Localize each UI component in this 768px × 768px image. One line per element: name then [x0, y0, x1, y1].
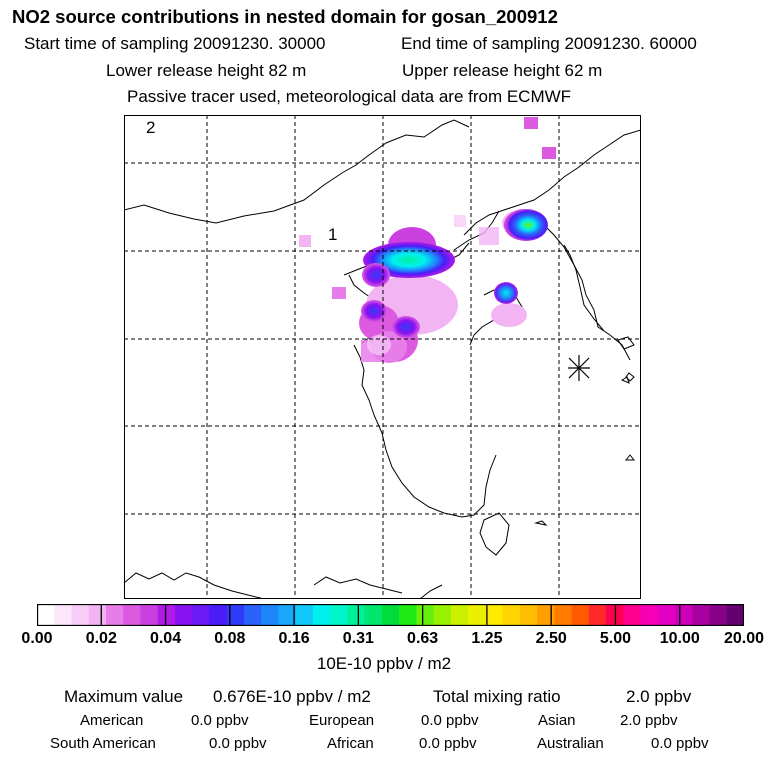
region-value: 2.0 ppbv: [620, 712, 678, 729]
region-value: 0.0 ppbv: [419, 735, 477, 752]
colorbar-swatch: [88, 604, 107, 626]
concentration-plumes: [299, 117, 556, 363]
colorbar-swatch: [157, 604, 176, 626]
colorbar-tick-label: 2.50: [535, 630, 567, 647]
colorbar-tick-label: 5.00: [599, 630, 632, 647]
colorbar-swatch: [347, 604, 366, 626]
colorbar-swatch: [105, 604, 124, 626]
colorbar-swatch: [726, 604, 744, 626]
end-time-label: End time of sampling 20091230. 60000: [401, 34, 697, 53]
colorbar-swatch: [571, 604, 590, 626]
colorbar-swatch: [433, 604, 452, 626]
colorbar-tick-label: 0.04: [149, 630, 182, 647]
colorbar-swatch: [657, 604, 676, 626]
upper-release-height: Upper release height 62 m: [402, 61, 603, 80]
colorbar-swatch: [399, 604, 417, 626]
colorbar-swatch: [123, 604, 142, 626]
colorbar-tick-label: 20.00: [723, 630, 765, 647]
domain-label-outer: 2: [146, 118, 155, 137]
map-frame: [124, 115, 641, 599]
colorbar-swatch: [450, 604, 469, 626]
colorbar-swatch: [226, 604, 245, 626]
colorbar-swatch: [261, 604, 280, 626]
tracer-note: Passive tracer used, meteorological data…: [127, 87, 572, 106]
lower-release-height: Lower release height 82 m: [106, 61, 307, 80]
region-value: 0.0 ppbv: [191, 712, 249, 729]
region-name: Australian: [537, 735, 604, 752]
colorbar-swatch: [192, 604, 211, 626]
region-name: Asian: [538, 712, 576, 729]
colorbar-swatch: [330, 604, 348, 626]
colorbar-swatch: [278, 604, 297, 626]
colorbar-swatch: [640, 604, 659, 626]
region-value: 0.0 ppbv: [209, 735, 267, 752]
colorbar-tick-label: 1.25: [471, 630, 503, 647]
total-mixing-value: 2.0 ppbv: [626, 687, 692, 706]
colorbar-swatch: [675, 604, 693, 626]
colorbar-swatch: [54, 604, 73, 626]
region-name: South American: [50, 735, 156, 752]
colorbar-swatch: [364, 604, 383, 626]
colorbar-swatch: [312, 604, 331, 626]
lat-lon-grid: [124, 115, 641, 599]
colorbar-tick-label: 0.31: [342, 630, 374, 647]
colorbar-swatch: [416, 604, 435, 626]
colorbar-tick-label: 0.08: [214, 630, 246, 647]
colorbar-swatch: [623, 604, 642, 626]
max-value: 0.676E-10 ppbv / m2: [213, 687, 371, 706]
colorbar-swatch: [71, 604, 90, 626]
domain-label-inner: 1: [328, 225, 337, 244]
colorbar-tick-label: 0.16: [278, 630, 310, 647]
colorbar-tick-label: 0.00: [21, 630, 53, 647]
colorbar-swatch: [519, 604, 538, 626]
colorbar-swatch: [588, 604, 607, 626]
colorbar-swatch: [468, 604, 486, 626]
colorbar-swatch: [381, 604, 400, 626]
start-time-label: Start time of sampling 20091230. 30000: [24, 34, 326, 53]
colorbar-swatch: [502, 604, 521, 626]
colorbar-tick-label: 0.63: [407, 630, 439, 647]
colorbar-unit: 10E-10 ppbv / m2: [316, 654, 452, 673]
region-value: 0.0 ppbv: [421, 712, 479, 729]
colorbar-tick-label: 0.02: [85, 630, 117, 647]
colorbar: [37, 604, 744, 626]
colorbar-swatch: [243, 604, 262, 626]
colorbar-swatch: [554, 604, 573, 626]
colorbar-tick-label: 10.00: [659, 630, 700, 647]
total-mixing-label: Total mixing ratio: [433, 687, 561, 706]
max-value-label: Maximum value: [64, 687, 184, 706]
colorbar-swatch: [295, 604, 314, 626]
region-name: European: [309, 712, 375, 729]
region-name: African: [327, 735, 374, 752]
colorbar-swatch: [209, 604, 228, 626]
receptor-star: [568, 355, 590, 381]
colorbar-swatch: [709, 604, 728, 626]
colorbar-swatch: [140, 604, 159, 626]
nested-domain-map: 2 1: [124, 115, 641, 599]
colorbar-swatch: [692, 604, 711, 626]
colorbar-swatch: [537, 604, 555, 626]
colorbar-swatch: [485, 604, 504, 626]
page-title: NO2 source contributions in nested domai…: [12, 6, 558, 27]
colorbar-swatch: [37, 604, 55, 626]
colorbar-swatch: [174, 604, 193, 626]
region-value: 0.0 ppbv: [651, 735, 709, 752]
region-name: American: [80, 712, 144, 729]
